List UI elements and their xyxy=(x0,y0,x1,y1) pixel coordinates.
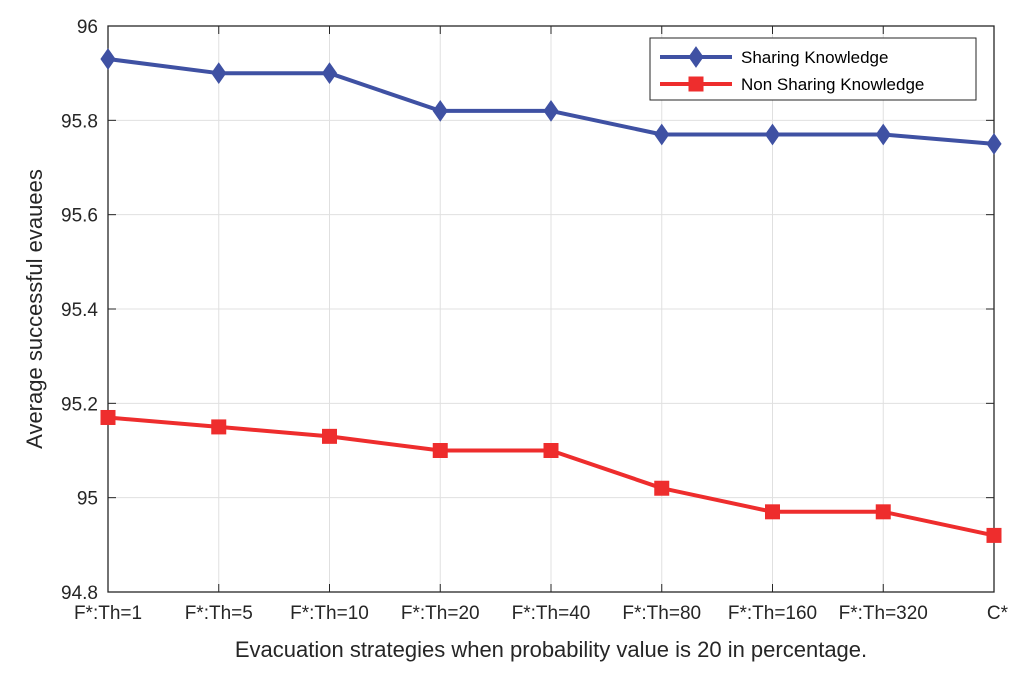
y-tick-label: 95.8 xyxy=(61,111,98,132)
data-point-square xyxy=(986,527,1002,543)
legend: Sharing Knowledge Non Sharing Knowledge xyxy=(649,37,977,101)
data-point-diamond xyxy=(543,100,559,122)
data-point-diamond xyxy=(432,100,448,122)
x-axis-title: Evacuation strategies when probability v… xyxy=(235,637,867,662)
data-point-square xyxy=(432,443,448,458)
legend-label-non-sharing: Non Sharing Knowledge xyxy=(741,75,924,94)
y-tick-label: 96 xyxy=(77,17,98,38)
y-tick-label: 95.4 xyxy=(61,300,98,321)
x-tick-label: C* xyxy=(987,603,1009,624)
data-point-diamond xyxy=(100,48,116,70)
y-tick-label: 95.6 xyxy=(61,206,98,227)
y-tick-label: 95.2 xyxy=(61,394,98,415)
data-point-square xyxy=(211,419,227,435)
data-point-diamond xyxy=(211,62,227,85)
data-point-square xyxy=(875,504,891,520)
x-tick-label: F*:Th=40 xyxy=(512,603,591,624)
legend-marker-diamond-icon xyxy=(688,46,704,68)
legend-label-sharing: Sharing Knowledge xyxy=(741,48,888,67)
data-point-diamond xyxy=(654,123,670,146)
x-tick-label: F*:Th=80 xyxy=(622,603,701,624)
x-tick-label: F*:Th=10 xyxy=(290,603,369,624)
axis-ticks: F*:Th=1 F*:Th=5 F*:Th=10 F*:Th=20 F*:Th=40 F*… xyxy=(61,17,1009,624)
series-layer xyxy=(100,48,1002,543)
data-point-square xyxy=(765,504,780,520)
legend-marker-square-icon xyxy=(688,76,704,92)
x-tick-label: F*:Th=160 xyxy=(728,603,817,624)
data-point-diamond xyxy=(321,62,338,85)
y-tick-label: 94.8 xyxy=(61,583,98,604)
x-tick-label: F*:Th=1 xyxy=(74,603,142,624)
x-tick-label: F*:Th=5 xyxy=(185,603,253,624)
data-point-diamond xyxy=(764,123,781,146)
data-point-diamond xyxy=(875,123,891,146)
data-point-diamond xyxy=(986,133,1002,155)
data-point-square xyxy=(654,480,670,496)
y-tick-label: 95 xyxy=(77,489,98,510)
x-tick-label: F*:Th=320 xyxy=(839,603,928,624)
x-tick-label: F*:Th=20 xyxy=(401,603,480,624)
legend-box xyxy=(649,37,977,101)
y-axis-title: Average successful evauees xyxy=(22,169,47,449)
data-point-square xyxy=(543,443,559,458)
data-point-square xyxy=(100,409,116,425)
data-point-square xyxy=(322,428,337,444)
